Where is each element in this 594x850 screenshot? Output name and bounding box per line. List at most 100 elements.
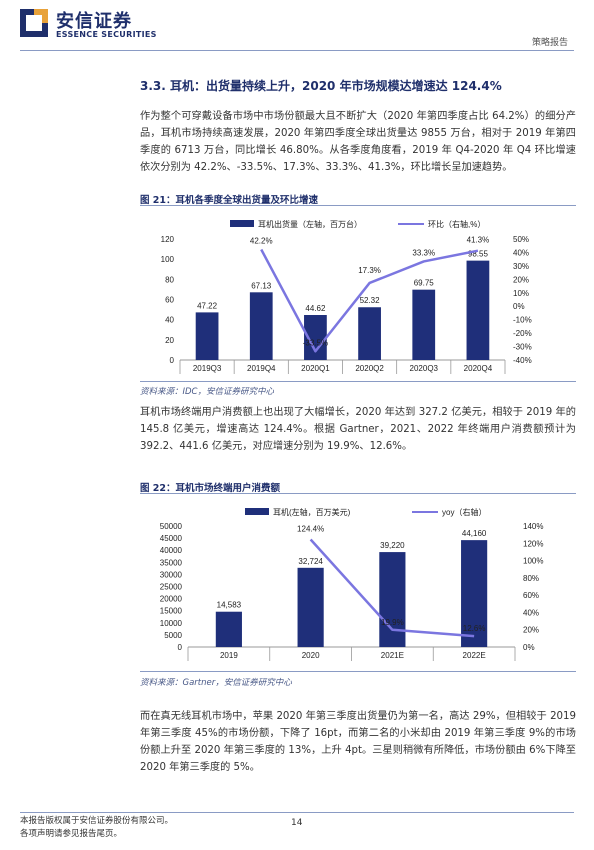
y-right-tick-label: 20%: [523, 626, 539, 635]
figure-22-bottom-rule: [140, 671, 576, 672]
y-right-tick-label: 40%: [523, 608, 539, 617]
bar: [412, 289, 436, 360]
y-right-tick-label: 0%: [513, 302, 525, 311]
bar-value-label: 52.32: [360, 296, 381, 305]
y-left-tick-label: 5000: [164, 631, 182, 640]
report-type: 策略报告: [531, 38, 568, 48]
figure-22-source: 资料来源：Gartner，安信证券研究中心: [140, 678, 292, 688]
figure-21-caption: 图 21：耳机各季度全球出货量及环比增速: [140, 195, 319, 206]
line-value-label: 41.3%: [467, 236, 490, 245]
y-right-tick-label: 140%: [523, 522, 543, 531]
y-right-tick-label: 10%: [513, 289, 529, 298]
y-left-tick-label: 35000: [160, 558, 183, 567]
bar: [358, 307, 381, 360]
y-right-tick-label: -40%: [513, 356, 532, 365]
y-right-tick-label: 30%: [513, 262, 529, 271]
y-left-tick-label: 20000: [160, 595, 183, 604]
legend-bar-swatch: [245, 508, 269, 515]
bar-value-label: 14,583: [217, 601, 242, 610]
x-tick-label: 2022E: [463, 651, 486, 660]
figure-21-chart: 耳机出货量（左轴，百万台） 环比（右轴,%） 0 20 40 60 80 100 120 -40%…: [161, 219, 532, 374]
y-left-tick-label: 100: [161, 255, 175, 264]
y-left-tick-label: 30000: [160, 570, 183, 579]
figure-22-caption: 图 22：耳机市场终端用户消费额: [140, 483, 281, 494]
figure-21-top-rule: [140, 205, 576, 206]
x-tick-label: 2021E: [381, 651, 404, 660]
footer-disclaimer: 本报告版权属于安信证券股份有限公司。 各项声明请参见报告尾页。: [20, 815, 173, 841]
x-tick-label: 2019: [220, 651, 238, 660]
line-value-label: 124.4%: [297, 524, 324, 533]
page-number: 14: [291, 818, 303, 828]
y-left-tick-label: 40: [165, 316, 174, 325]
figure-22-chart: 耳机(左轴，百万美元) yoy（右轴） 0 5000 10000 15000 20000 25…: [160, 507, 543, 661]
footer-divider: [20, 812, 574, 813]
y-right-tick-label: 100%: [523, 557, 543, 566]
y-left-tick-label: 120: [161, 235, 175, 244]
bar-value-label: 39,220: [380, 541, 405, 550]
bar-value-label: 44,160: [462, 529, 487, 538]
x-tick-label: 2020: [302, 651, 320, 660]
bar: [297, 567, 324, 647]
line-value-label: 33.3%: [412, 248, 435, 257]
bar: [379, 552, 406, 647]
legend-bar-label: 耳机出货量（左轴，百万台）: [258, 219, 362, 229]
y-left-tick-label: 40000: [160, 546, 183, 555]
y-left-tick-label: 10000: [160, 619, 183, 628]
bar-value-label: 69.75: [414, 279, 435, 288]
bar: [466, 260, 490, 360]
y-right-tick-label: 120%: [523, 539, 543, 548]
bar-value-label: 98.55: [468, 250, 489, 259]
logo-icon: [20, 9, 48, 37]
line-value-label: 42.2%: [250, 236, 273, 245]
y-right-tick-label: 40%: [513, 248, 529, 257]
y-left-tick-label: 15000: [160, 607, 183, 616]
legend-bar-swatch: [230, 220, 254, 227]
paragraph-2: 耳机市场终端用户消费额上也出现了大幅增长，2020 年达到 327.2 亿美元，…: [140, 407, 576, 452]
y-left-tick-label: 60: [165, 296, 174, 305]
x-tick-label: 2020Q4: [464, 364, 493, 373]
bar: [461, 540, 488, 647]
y-right-tick-label: 20%: [513, 275, 529, 284]
y-left-tick-label: 0: [170, 356, 175, 365]
line-value-label: 19.9%: [381, 618, 404, 627]
bar: [249, 292, 273, 360]
figure-22-top-rule: [140, 493, 576, 494]
y-right-tick-label: -20%: [513, 329, 532, 338]
y-right-tick-label: 60%: [523, 591, 539, 600]
y-left-tick-label: 50000: [160, 522, 183, 531]
figure-21-source: 资料来源：IDC，安信证券研究中心: [140, 387, 274, 397]
bar-value-label: 67.13: [251, 281, 272, 290]
footer-line-1: 本报告版权属于安信证券股份有限公司。: [20, 816, 174, 826]
bar: [195, 312, 219, 360]
x-tick-label: 2019Q3: [193, 364, 222, 373]
legend-line-label: yoy（右轴）: [442, 507, 486, 517]
section-title: 3.3. 耳机：出货量持续上升，2020 年市场规模达增速达 124.4%: [140, 79, 502, 93]
y-right-tick-label: 50%: [513, 235, 529, 244]
header-divider: [20, 50, 574, 51]
line-value-label: -33.5%: [303, 338, 328, 347]
y-left-tick-label: 20: [165, 336, 174, 345]
x-tick-label: 2020Q2: [355, 364, 384, 373]
y-left-tick-label: 80: [165, 275, 174, 284]
logo-name-cn: 安信证券: [56, 11, 132, 32]
y-left-tick-label: 0: [178, 643, 183, 652]
bar-value-label: 44.62: [305, 304, 326, 313]
legend-line-label: 环比（右轴,%）: [428, 219, 485, 229]
legend-bar-label: 耳机(左轴，百万美元): [273, 507, 351, 517]
line-value-label: 12.6%: [463, 624, 486, 633]
footer-line-2: 各项声明请参见报告尾页。: [20, 829, 123, 839]
y-left-tick-label: 45000: [160, 534, 183, 543]
y-left-tick-label: 25000: [160, 583, 183, 592]
bar-value-label: 32,724: [298, 557, 323, 566]
y-right-tick-label: -10%: [513, 316, 532, 325]
bar: [215, 611, 242, 647]
figure-21-bottom-rule: [140, 381, 576, 382]
line-value-label: 17.3%: [358, 266, 381, 275]
paragraph-3: 而在真无线耳机市场中，苹果 2020 年第三季度出货量仍为第一名，高达 29%，…: [140, 711, 576, 773]
yoy-line: [309, 538, 475, 638]
x-tick-label: 2020Q1: [301, 364, 330, 373]
x-tick-label: 2020Q3: [410, 364, 439, 373]
logo-name-en: ESSENCE SECURITIES: [56, 30, 157, 39]
bar: [304, 315, 327, 360]
y-right-tick-label: 0%: [523, 643, 535, 652]
